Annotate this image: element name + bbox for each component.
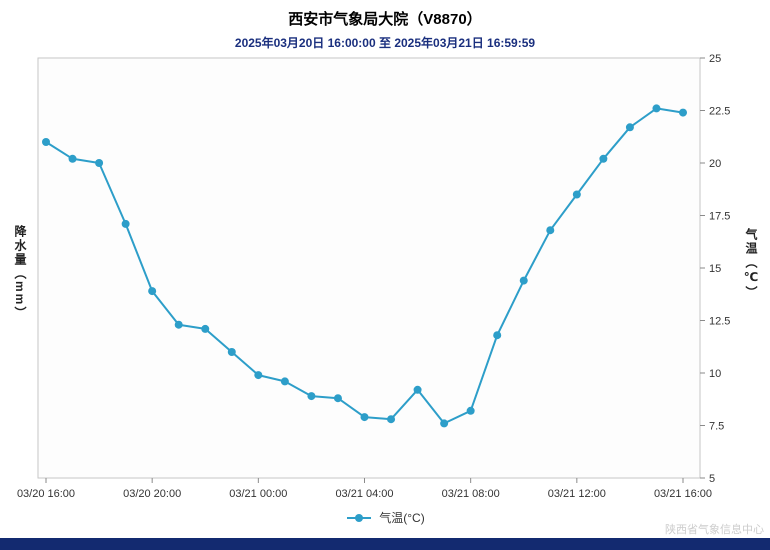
- data-point-marker[interactable]: [625, 123, 634, 132]
- data-point-marker[interactable]: [519, 276, 528, 285]
- legend-marker: [347, 513, 372, 522]
- y-axis-tick-label: 17.5: [709, 211, 730, 223]
- data-point-marker[interactable]: [201, 324, 210, 333]
- y-axis-tick-label: 12.5: [709, 316, 730, 328]
- data-point-marker[interactable]: [413, 385, 422, 394]
- data-point-marker[interactable]: [466, 406, 475, 415]
- data-point-marker[interactable]: [679, 108, 687, 117]
- data-point-marker[interactable]: [121, 219, 130, 228]
- x-axis-tick-label: 03/21 12:00: [548, 488, 606, 500]
- x-axis-tick-label: 03/21 08:00: [442, 488, 500, 500]
- x-axis-tick-label: 03/21 16:00: [654, 488, 712, 500]
- data-point-marker[interactable]: [227, 348, 236, 356]
- data-point-marker[interactable]: [42, 138, 50, 146]
- data-point-marker[interactable]: [599, 154, 608, 163]
- data-point-marker[interactable]: [572, 190, 581, 199]
- y-axis-tick-label: 7.5: [709, 421, 724, 433]
- x-axis-tick-label: 03/21 04:00: [335, 488, 393, 500]
- data-point-marker[interactable]: [440, 419, 449, 428]
- data-point-marker[interactable]: [254, 371, 263, 380]
- data-point-marker[interactable]: [174, 320, 183, 329]
- x-axis-tick-label: 03/20 20:00: [123, 488, 181, 500]
- y-axis-tick-label: 20: [709, 158, 721, 170]
- x-axis-tick-label: 03/20 16:00: [17, 488, 75, 500]
- left-axis-label: 降水量（mm）: [13, 225, 27, 321]
- watermark-text: 陕西省气象信息中心: [665, 524, 764, 536]
- y-axis-tick-label: 25: [709, 53, 721, 65]
- data-point-marker[interactable]: [652, 104, 661, 113]
- y-axis-tick-label: 10: [709, 368, 721, 380]
- legend-label: 气温(°C): [379, 511, 425, 525]
- bottom-navy-bar: [0, 538, 770, 550]
- data-point-marker[interactable]: [280, 377, 289, 386]
- chart-header: 西安市气象局大院（V8870） 2025年03月20日 16:00:00 至 2…: [0, 0, 770, 51]
- page-title: 西安市气象局大院（V8870）: [288, 11, 482, 28]
- plot-area: [37, 57, 701, 479]
- time-range-subtitle: 2025年03月20日 16:00:00 至 2025年03月21日 16:59…: [234, 36, 536, 50]
- y-axis-tick-label: 5: [709, 473, 715, 485]
- data-point-marker[interactable]: [68, 154, 77, 163]
- data-point-marker[interactable]: [307, 392, 316, 401]
- legend-marker-dot: [355, 513, 364, 522]
- right-axis-label: 气温（℃）: [744, 228, 758, 300]
- data-point-marker[interactable]: [95, 159, 104, 167]
- y-axis-tick-label: 22.5: [709, 106, 730, 118]
- y-axis-tick-label: 15: [709, 263, 721, 275]
- chart-legend[interactable]: 气温(°C): [0, 509, 770, 526]
- data-point-marker[interactable]: [387, 415, 396, 424]
- data-point-marker[interactable]: [148, 287, 157, 296]
- data-point-marker[interactable]: [333, 394, 342, 403]
- x-axis-tick-label: 03/21 00:00: [229, 488, 287, 500]
- data-point-marker[interactable]: [546, 226, 555, 235]
- data-point-marker[interactable]: [360, 413, 369, 422]
- data-point-marker[interactable]: [493, 331, 502, 340]
